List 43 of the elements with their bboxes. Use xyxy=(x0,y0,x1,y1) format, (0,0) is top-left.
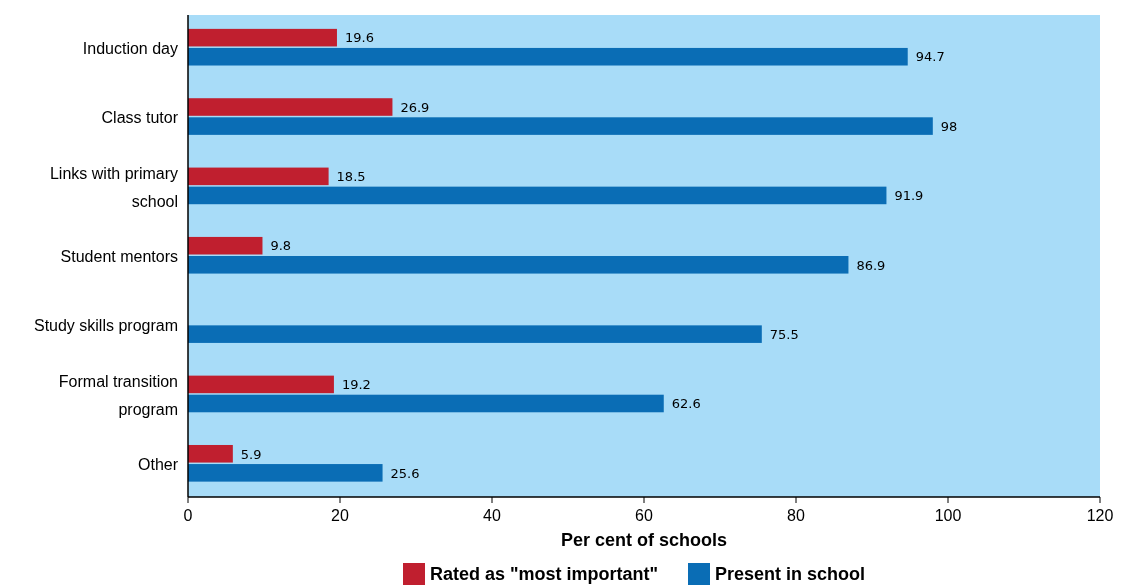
y-tick-label: Formal transition program xyxy=(58,372,178,418)
x-tick-label: 60 xyxy=(635,507,653,524)
data-label: 18.5 xyxy=(336,169,366,185)
x-tick-label: 80 xyxy=(787,507,805,524)
bar xyxy=(188,444,233,463)
x-tick-label: 40 xyxy=(483,507,501,524)
y-tick-label: Student mentors xyxy=(60,248,178,265)
x-tick-label: 120 xyxy=(1086,507,1114,524)
data-label: 98 xyxy=(940,118,958,134)
bar xyxy=(188,28,337,47)
bar xyxy=(188,98,393,116)
data-label: 25.6 xyxy=(390,465,420,481)
y-tick-label: Other xyxy=(137,456,179,474)
bar xyxy=(188,394,664,413)
bar xyxy=(188,167,329,186)
legend-label: Rated as "most important" xyxy=(430,564,659,584)
data-label: 94.7 xyxy=(915,49,945,65)
y-tick-label: Study skills program xyxy=(33,317,178,335)
x-tick-label: 100 xyxy=(934,507,962,524)
data-label: 19.6 xyxy=(344,30,374,46)
x-axis-title: Per cent of schools xyxy=(560,530,728,550)
bar xyxy=(188,325,762,343)
x-tick-label: 20 xyxy=(331,507,349,524)
legend-label: Present in school xyxy=(715,564,866,584)
data-label: 26.9 xyxy=(400,99,430,115)
y-tick-label: Induction day xyxy=(82,39,178,57)
bar xyxy=(188,117,933,135)
bar xyxy=(188,464,383,482)
bar xyxy=(188,256,849,274)
data-label: 9.8 xyxy=(270,238,292,254)
data-label: 75.5 xyxy=(769,326,799,342)
data-label: 5.9 xyxy=(240,446,262,462)
bar xyxy=(188,236,263,255)
data-label: 86.9 xyxy=(856,257,886,273)
bar xyxy=(188,47,908,66)
y-tick-label: Links with primary school xyxy=(49,164,178,210)
bar xyxy=(188,186,887,205)
x-tick-label: 0 xyxy=(183,507,193,524)
data-label: 62.6 xyxy=(671,396,701,412)
bar xyxy=(188,375,334,394)
y-tick-label: Class tutor xyxy=(101,109,179,127)
data-label: 91.9 xyxy=(894,188,924,204)
data-label: 19.2 xyxy=(341,377,371,393)
